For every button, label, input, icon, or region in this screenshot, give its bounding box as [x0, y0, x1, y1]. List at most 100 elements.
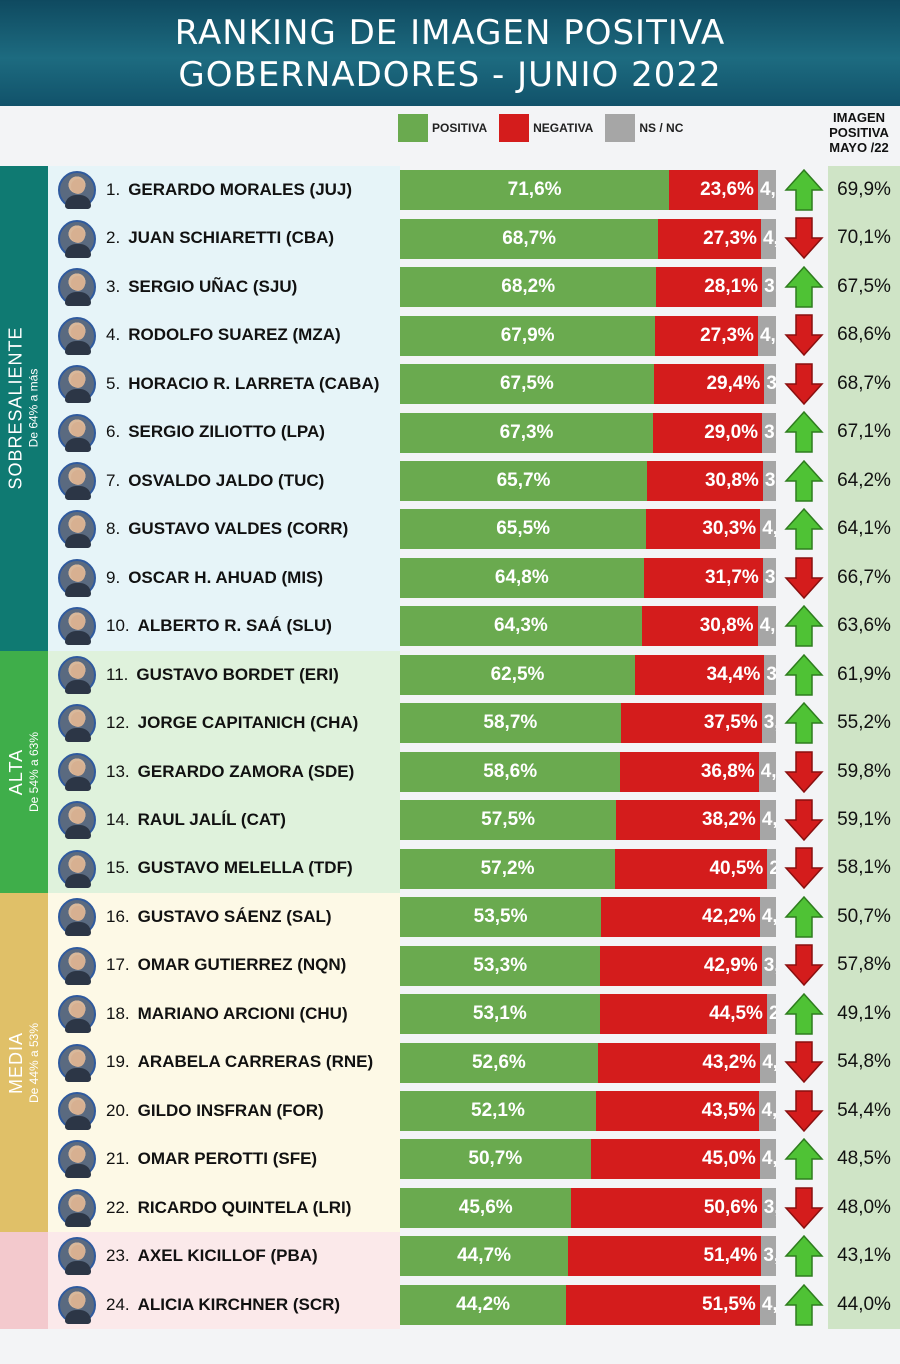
- stacked-bar: 65,7%30,8%3,5%: [400, 460, 776, 501]
- group-name: ALTA: [6, 748, 26, 795]
- avatar-head: [71, 276, 85, 292]
- avatar: [58, 655, 96, 694]
- bar-nsnc: 4,6%: [758, 751, 776, 792]
- stacked-bar: 58,6%36,8%4,6%: [400, 751, 776, 792]
- avatar: [58, 752, 96, 791]
- bar-negativa: 43,2%: [597, 1042, 761, 1083]
- previous-header-line-2: POSITIVA: [829, 125, 889, 140]
- bar-nsnc: 3,8%: [761, 945, 776, 986]
- previous-month-header: IMAGEN POSITIVA MAYO /22: [818, 110, 900, 155]
- governor-label: GUSTAVO VALDES (CORR): [128, 519, 349, 539]
- avatar-head: [71, 1245, 85, 1261]
- rank-number: 3.: [106, 276, 121, 296]
- legend-item-nsnc: NS / NC: [605, 114, 683, 142]
- previous-header-line-1: IMAGEN: [833, 110, 885, 125]
- avatar-head: [71, 809, 85, 825]
- previous-value: 43,1%: [837, 1245, 891, 1267]
- group-background: [48, 892, 400, 1233]
- stacked-bar: 52,6%43,2%4,2%: [400, 1042, 776, 1083]
- avatar-head: [71, 179, 85, 195]
- arrow-shape: [784, 411, 824, 454]
- avatar-head: [71, 760, 85, 776]
- governor-name: 18. MARIANO ARCIONI (CHU): [106, 1004, 348, 1024]
- avatar-head: [71, 469, 85, 485]
- governor-name: 23. AXEL KICILLOF (PBA): [106, 1246, 318, 1266]
- avatar: [58, 1285, 96, 1324]
- bar-nsnc: 3,7%: [762, 267, 776, 308]
- avatar: [58, 219, 96, 258]
- title-line-1: RANKING DE IMAGEN POSITIVA: [174, 13, 726, 53]
- governor-name: 22. RICARDO QUINTELA (LRI): [106, 1198, 351, 1218]
- bar-nsnc: 4,8%: [757, 315, 776, 356]
- bar-negativa: 34,4%: [635, 654, 765, 695]
- previous-value: 67,1%: [837, 421, 891, 443]
- legend-swatch-nsnc: [605, 114, 636, 142]
- rank-number: 13.: [106, 761, 130, 781]
- arrow-shape: [784, 847, 824, 890]
- bar-positiva: 67,5%: [400, 364, 654, 405]
- arrow-shape: [784, 750, 824, 793]
- governor-name: 9. OSCAR H. AHUAD (MIS): [106, 568, 323, 588]
- governor-label: SERGIO ZILIOTTO (LPA): [128, 422, 325, 442]
- rank-number: 2.: [106, 228, 121, 248]
- arrow-down-icon: [784, 944, 824, 987]
- rank-number: 7.: [106, 470, 121, 490]
- arrow-up-icon: [784, 992, 824, 1035]
- avatar: [58, 413, 96, 452]
- bar-nsnc: 2,3%: [767, 848, 776, 889]
- bar-nsnc: 4,3%: [759, 1284, 776, 1325]
- stacked-bar: 71,6%23,6%4,8%: [400, 170, 776, 211]
- bar-negativa: 42,9%: [600, 945, 762, 986]
- governor-label: GERARDO ZAMORA (SDE): [137, 761, 355, 781]
- governor-name: 8. GUSTAVO VALDES (CORR): [106, 519, 348, 539]
- legend-label-positiva: POSITIVA: [432, 121, 488, 135]
- bar-positiva: 53,5%: [400, 897, 602, 938]
- bar-nsnc: 4,2%: [760, 1042, 776, 1083]
- avatar: [58, 995, 96, 1034]
- avatar-head: [71, 1051, 85, 1067]
- arrow-down-icon: [784, 1186, 824, 1229]
- arrow-shape: [784, 653, 824, 696]
- avatar-body: [65, 1019, 91, 1034]
- previous-value: 57,8%: [837, 954, 891, 976]
- stacked-bar: 62,5%34,4%3,1%: [400, 654, 776, 695]
- previous-value: 48,0%: [837, 1196, 891, 1218]
- previous-value: 68,7%: [837, 372, 891, 394]
- bar-nsnc: 3,8%: [761, 1187, 776, 1228]
- legend-label-nsnc: NS / NC: [639, 121, 684, 135]
- governor-label: MARIANO ARCIONI (CHU): [137, 1003, 348, 1023]
- bar-negativa: 30,3%: [646, 509, 761, 550]
- bar-nsnc: 4,2%: [760, 509, 776, 550]
- previous-value: 70,1%: [837, 227, 891, 249]
- bar-negativa: 51,5%: [566, 1284, 760, 1325]
- governor-label: SERGIO UÑAC (SJU): [128, 276, 298, 296]
- governor-name: 24. ALICIA KIRCHNER (SCR): [106, 1295, 340, 1315]
- arrow-down-icon: [784, 1041, 824, 1084]
- stacked-bar: 53,5%42,2%4,3%: [400, 897, 776, 938]
- bar-negativa: 40,5%: [615, 848, 768, 889]
- bar-nsnc: 3,8%: [761, 703, 776, 744]
- governor-label: GUSTAVO BORDET (ERI): [136, 664, 339, 684]
- group-name: SOBRESALIENTE: [6, 326, 27, 490]
- arrow-shape: [784, 799, 824, 842]
- bar-negativa: 42,2%: [601, 897, 760, 938]
- avatar-head: [71, 373, 85, 389]
- rank-number: 22.: [106, 1197, 130, 1217]
- bar-negativa: 37,5%: [620, 703, 762, 744]
- governor-label: OSVALDO JALDO (TUC): [128, 470, 325, 490]
- arrow-shape: [784, 895, 824, 938]
- avatar-body: [65, 679, 91, 694]
- avatar-body: [65, 776, 91, 791]
- previous-value: 58,1%: [837, 857, 891, 879]
- arrow-shape: [784, 1283, 824, 1326]
- avatar-body: [65, 873, 91, 888]
- arrow-shape: [784, 508, 824, 550]
- previous-value: 59,8%: [837, 760, 891, 782]
- previous-value: 66,7%: [837, 566, 891, 588]
- arrow-up-icon: [784, 1234, 824, 1277]
- avatar: [58, 510, 96, 549]
- rank-number: 21.: [106, 1149, 130, 1169]
- arrow-shape: [784, 1186, 824, 1229]
- rank-number: 24.: [106, 1294, 130, 1314]
- arrow-shape: [784, 1089, 824, 1132]
